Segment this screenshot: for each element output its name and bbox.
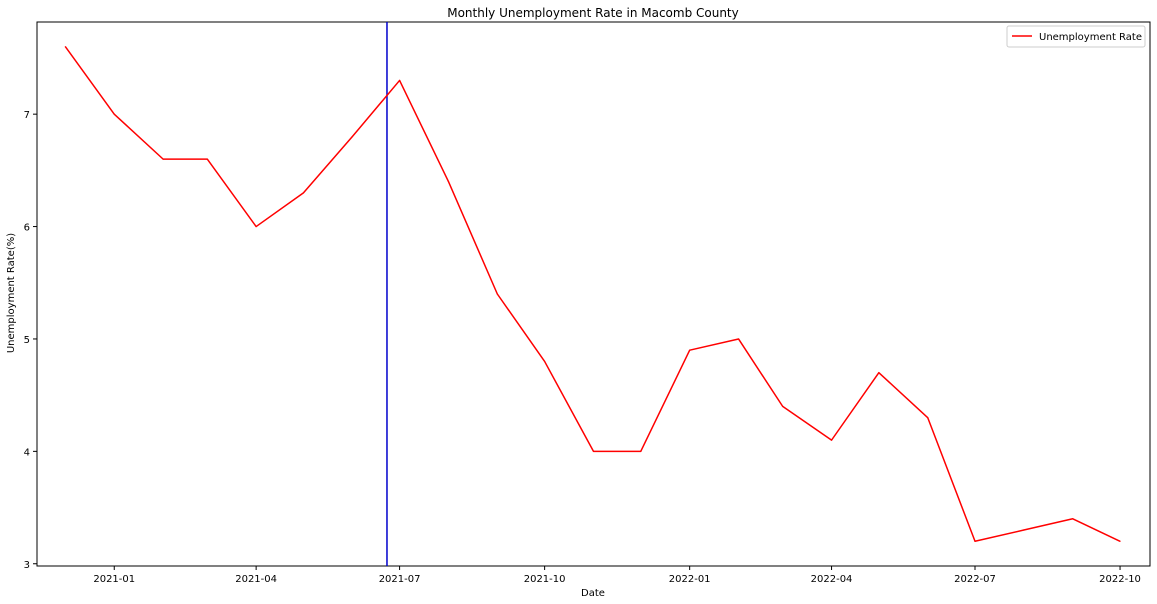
series-line (64, 46, 1121, 543)
x-tick-label: 2022-07 (954, 574, 996, 585)
x-tick-label: 2022-04 (811, 574, 853, 585)
data-point (113, 113, 115, 115)
plot-frame (36, 21, 1151, 567)
x-tick-label: 2022-01 (669, 574, 711, 585)
data-point (302, 192, 305, 194)
data-point (592, 450, 595, 452)
plot-area: 2021-01 2021-04 2021-07 2021-10 2022-01 2022-… (24, 21, 1151, 585)
data-point (1072, 518, 1074, 520)
chart-title: Monthly Unemployment Rate in Macomb Coun… (447, 6, 739, 20)
data-point (496, 293, 498, 295)
data-point (737, 338, 740, 340)
y-axis-ticks: 3 4 5 6 7 (24, 110, 37, 571)
y-tick-label: 4 (24, 447, 30, 458)
x-tick-label: 2021-07 (379, 574, 421, 585)
data-point (1119, 540, 1121, 542)
data-point (544, 360, 546, 363)
data-point (162, 158, 164, 160)
x-axis-ticks: 2021-01 2021-04 2021-07 2021-10 2022-01 2022-… (93, 566, 1141, 585)
data-point (206, 158, 208, 160)
y-tick-label: 3 (24, 560, 30, 571)
data-point (1023, 529, 1025, 531)
y-tick-label: 6 (24, 223, 30, 234)
y-axis-label: Unemployment Rate(%) (6, 233, 17, 353)
data-point (927, 417, 929, 419)
data-point (398, 79, 401, 82)
x-axis-label: Date (581, 588, 605, 599)
data-point (878, 372, 880, 374)
x-tick-label: 2021-10 (524, 574, 566, 585)
data-point (830, 439, 833, 441)
series-group (64, 46, 1121, 543)
x-tick-label: 2022-10 (1099, 574, 1141, 585)
x-tick-label: 2021-01 (93, 574, 135, 585)
data-point (255, 225, 257, 228)
data-point (689, 349, 691, 351)
legend-box (1006, 25, 1146, 48)
legend: Unemployment Rate (1006, 25, 1146, 48)
data-point (351, 136, 353, 138)
y-tick-label: 7 (24, 110, 30, 121)
data-point (782, 405, 784, 407)
data-point (64, 46, 66, 48)
y-tick-label: 5 (24, 335, 30, 346)
x-tick-label: 2021-04 (235, 574, 277, 585)
data-point (640, 450, 642, 452)
data-point (447, 181, 450, 183)
legend-entry-label: Unemployment Rate (1039, 32, 1142, 43)
data-point (974, 540, 976, 542)
